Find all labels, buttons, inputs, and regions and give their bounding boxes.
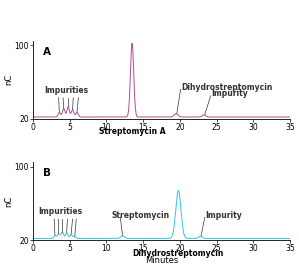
Y-axis label: nC: nC — [4, 195, 13, 207]
Text: Impurity: Impurity — [205, 211, 242, 220]
X-axis label: Minutes: Minutes — [145, 256, 178, 265]
Text: B: B — [43, 168, 51, 178]
Text: A: A — [43, 47, 51, 57]
Text: Impurities: Impurities — [44, 86, 88, 95]
Text: Streptomycin: Streptomycin — [112, 211, 170, 220]
Text: Dihydrostreptomycin: Dihydrostreptomycin — [181, 83, 273, 92]
Text: Impurities: Impurities — [38, 207, 82, 216]
Y-axis label: nC: nC — [4, 74, 13, 85]
Text: Impurity: Impurity — [211, 89, 248, 99]
Text: Streptomycin A: Streptomycin A — [99, 127, 165, 136]
Text: Dihydrostreptomycin: Dihydrostreptomycin — [133, 249, 224, 258]
